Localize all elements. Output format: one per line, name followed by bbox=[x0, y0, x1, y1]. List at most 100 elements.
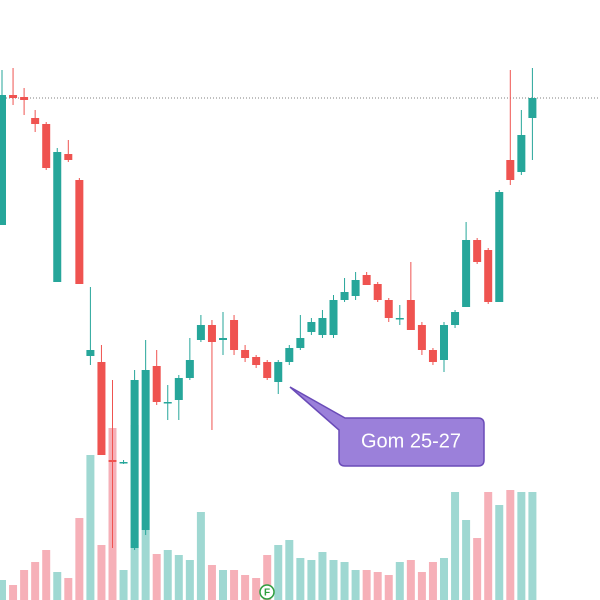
candle-body bbox=[517, 135, 526, 172]
volume-bar bbox=[97, 545, 106, 600]
candle-body bbox=[20, 97, 29, 100]
event-marker bbox=[259, 584, 275, 600]
candle-body bbox=[473, 240, 482, 262]
volume-bar bbox=[296, 558, 305, 600]
volume-bar bbox=[395, 562, 404, 600]
candle-body bbox=[384, 300, 393, 318]
volume-bar bbox=[329, 560, 338, 600]
candle-body bbox=[318, 318, 327, 335]
candle-body bbox=[152, 366, 161, 402]
candle-body bbox=[373, 284, 382, 300]
candle-body bbox=[417, 325, 426, 350]
candle-body bbox=[119, 462, 128, 464]
candle-body bbox=[340, 292, 349, 300]
volume-bar bbox=[0, 580, 6, 600]
candle-body bbox=[329, 300, 338, 335]
volume-bar bbox=[318, 552, 327, 600]
volume-bar bbox=[20, 570, 29, 600]
candle-body bbox=[241, 350, 250, 358]
candle-body bbox=[428, 350, 437, 362]
candle-body bbox=[484, 250, 493, 302]
volume-bar bbox=[185, 560, 194, 600]
volume-bar bbox=[340, 562, 349, 600]
event-marker-label: F bbox=[264, 588, 270, 599]
volume-bar bbox=[163, 550, 172, 600]
volume-bar bbox=[351, 570, 360, 600]
volume-bar bbox=[307, 560, 316, 600]
volume-bar bbox=[64, 578, 73, 600]
volume-bar bbox=[428, 562, 437, 600]
volume-bar bbox=[484, 492, 493, 600]
candle-body bbox=[207, 325, 216, 342]
candle-body bbox=[285, 348, 294, 362]
candle-body bbox=[108, 460, 117, 462]
candle-body bbox=[185, 360, 194, 378]
volume-bar bbox=[241, 575, 250, 600]
volume-bar bbox=[230, 570, 239, 600]
candle-body bbox=[53, 152, 62, 282]
volume-bar bbox=[174, 555, 183, 600]
candle-body bbox=[462, 240, 471, 307]
volume-bar bbox=[417, 572, 426, 600]
candle-body bbox=[451, 312, 460, 325]
volume-bar bbox=[219, 570, 227, 600]
candle-body bbox=[351, 280, 360, 296]
volume-bar bbox=[86, 455, 95, 600]
candle-body bbox=[362, 275, 371, 285]
volume-bar bbox=[517, 492, 526, 600]
candle-body bbox=[528, 98, 537, 118]
volume-bar bbox=[152, 554, 161, 600]
candle-body bbox=[141, 370, 150, 530]
candle-body bbox=[274, 362, 283, 382]
candle-body bbox=[75, 180, 84, 284]
volume-bar bbox=[495, 505, 504, 600]
volume-bar bbox=[119, 570, 128, 600]
candle-body bbox=[42, 124, 51, 168]
plot-area bbox=[0, 68, 600, 600]
volume-bar bbox=[75, 518, 84, 600]
candle-body bbox=[196, 325, 205, 340]
candle-body bbox=[163, 402, 172, 404]
candle-body bbox=[395, 318, 404, 320]
volume-bar bbox=[263, 555, 272, 600]
volume-bar bbox=[384, 575, 393, 600]
candle-body bbox=[174, 378, 183, 400]
volume-bar bbox=[373, 572, 382, 600]
candle-body bbox=[495, 192, 504, 302]
volume-bar bbox=[506, 490, 515, 600]
candle-body bbox=[230, 320, 239, 350]
candle-body bbox=[406, 300, 415, 330]
annotation-text: Gom 25-27 bbox=[361, 430, 461, 452]
candle-body bbox=[296, 338, 305, 348]
candle-body bbox=[130, 380, 139, 548]
volume-bar bbox=[252, 578, 261, 600]
candle-body bbox=[9, 95, 18, 98]
volume-bar bbox=[362, 570, 371, 600]
volume-bar bbox=[141, 530, 150, 600]
candle-body bbox=[440, 325, 448, 360]
volume-bar bbox=[53, 572, 62, 600]
candle-body bbox=[64, 154, 73, 160]
candle-body bbox=[506, 160, 515, 180]
volume-bar bbox=[462, 520, 471, 600]
candle-body bbox=[219, 338, 227, 340]
candle-body bbox=[263, 362, 272, 378]
volume-bar bbox=[274, 545, 283, 600]
candle-body bbox=[0, 95, 6, 225]
volume-bar bbox=[285, 540, 294, 600]
candle-body bbox=[86, 350, 95, 356]
volume-bar bbox=[31, 562, 40, 600]
candle-body bbox=[31, 118, 40, 124]
volume-bar bbox=[196, 512, 205, 600]
volume-bar bbox=[406, 560, 415, 600]
callout-box bbox=[289, 386, 485, 467]
volume-bar bbox=[473, 538, 482, 600]
volume-bar bbox=[42, 550, 51, 600]
volume-bar bbox=[440, 558, 448, 600]
candle-body bbox=[97, 362, 106, 455]
candle-body bbox=[307, 322, 316, 332]
volume-bar bbox=[9, 585, 18, 600]
candle-body bbox=[252, 357, 261, 365]
